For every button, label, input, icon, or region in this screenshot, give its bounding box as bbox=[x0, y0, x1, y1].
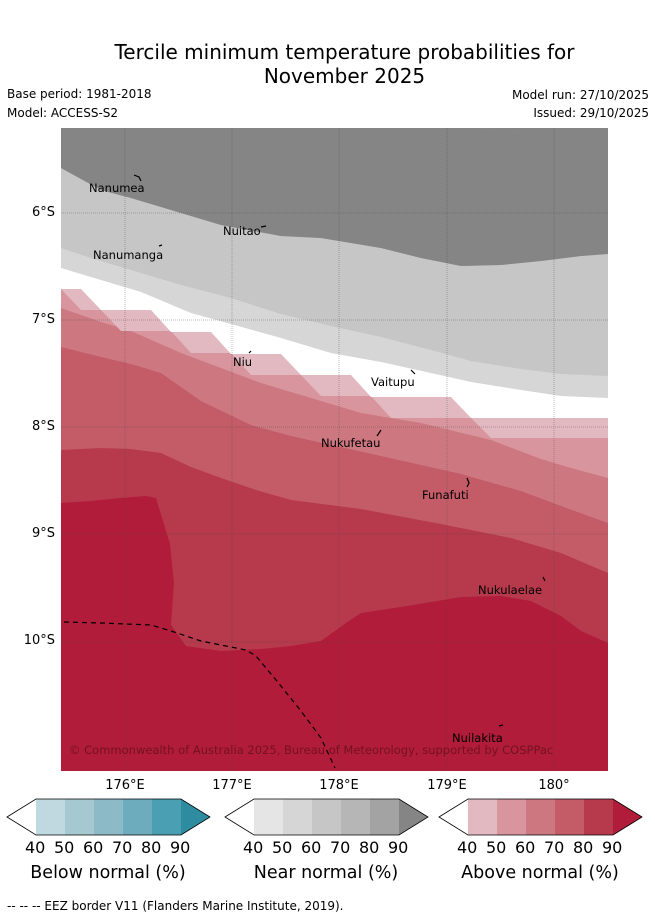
near-tick-50: 50 bbox=[272, 838, 293, 857]
below-swatch-60 bbox=[94, 799, 123, 835]
model-run: Model run: 27/10/2025 bbox=[511, 88, 649, 102]
band-near-90 bbox=[61, 128, 608, 132]
above-tick-90: 90 bbox=[602, 838, 623, 857]
lon-label-178e: 178°E bbox=[319, 778, 359, 793]
near-tick-70: 70 bbox=[330, 838, 351, 857]
above-swatch-90 bbox=[613, 799, 642, 835]
island-nuilakita bbox=[498, 724, 504, 727]
below-swatch-under bbox=[7, 799, 36, 835]
island-nanumanga bbox=[158, 244, 163, 247]
island-niu bbox=[248, 350, 252, 354]
below-swatch-90 bbox=[181, 799, 210, 835]
label-funafuti: Funafuti bbox=[422, 488, 469, 502]
below-tick-80: 80 bbox=[141, 838, 162, 857]
below-tick-40: 40 bbox=[25, 838, 46, 857]
below-tick-50: 50 bbox=[54, 838, 75, 857]
lat-label-9s: 9°S bbox=[31, 526, 55, 541]
below-swatch-80 bbox=[152, 799, 181, 835]
below-tick-70: 70 bbox=[112, 838, 133, 857]
island-nukulaelae bbox=[542, 576, 546, 582]
lon-label-177e: 177°E bbox=[212, 778, 252, 793]
below-tick-90: 90 bbox=[170, 838, 191, 857]
colorbars bbox=[6, 798, 643, 836]
above-swatch-70 bbox=[555, 799, 584, 835]
probability-map: Nanumea Nuitao Nanumanga Niu Vaitupu Nuk… bbox=[61, 128, 608, 771]
colorbar-near bbox=[224, 798, 429, 836]
label-nukufetau: Nukufetau bbox=[321, 436, 380, 450]
colorbar-below bbox=[6, 798, 211, 836]
near-tick-60: 60 bbox=[301, 838, 322, 857]
near-tick-40: 40 bbox=[243, 838, 264, 857]
island-vaitupu bbox=[410, 369, 416, 375]
above-tick-50: 50 bbox=[486, 838, 507, 857]
label-nuitao: Nuitao bbox=[223, 224, 261, 238]
eez-border bbox=[63, 621, 336, 769]
near-swatch-50 bbox=[283, 799, 312, 835]
lon-label-180: 180° bbox=[538, 778, 570, 793]
colorbar-above bbox=[438, 798, 643, 836]
label-nuilakita: Nuilakita bbox=[452, 731, 503, 745]
copyright-notice: © Commonwealth of Australia 2025, Bureau… bbox=[69, 743, 553, 757]
title-line-2: November 2025 bbox=[263, 64, 426, 88]
above-tick-80: 80 bbox=[573, 838, 594, 857]
near-normal-label: Near normal (%) bbox=[253, 863, 399, 883]
above-swatch-50 bbox=[497, 799, 526, 835]
below-swatch-40 bbox=[36, 799, 65, 835]
eez-legend-note: -- -- -- EEZ border V11 (Flanders Marine… bbox=[7, 899, 344, 913]
below-swatch-50 bbox=[65, 799, 94, 835]
near-swatch-90 bbox=[399, 799, 428, 835]
islands bbox=[133, 174, 546, 727]
above-swatch-under bbox=[439, 799, 468, 835]
above-normal-label: Above normal (%) bbox=[461, 863, 619, 883]
above-tick-70: 70 bbox=[544, 838, 565, 857]
near-swatch-under bbox=[225, 799, 254, 835]
above-swatch-40 bbox=[468, 799, 497, 835]
near-swatch-70 bbox=[341, 799, 370, 835]
band-near-80 bbox=[61, 128, 608, 266]
base-period: Base period: 1981-2018 bbox=[7, 87, 152, 101]
label-vaitupu: Vaitupu bbox=[371, 375, 415, 389]
chart-title: Tercile minimum temperature probabilitie… bbox=[0, 40, 655, 88]
issued-date: Issued: 29/10/2025 bbox=[533, 106, 649, 120]
near-swatch-80 bbox=[370, 799, 399, 835]
above-swatch-60 bbox=[526, 799, 555, 835]
lat-label-7s: 7°S bbox=[31, 312, 55, 327]
below-normal-label: Below normal (%) bbox=[30, 863, 186, 883]
lon-label-179e: 179°E bbox=[427, 778, 467, 793]
lat-label-10s: 10°S bbox=[23, 633, 55, 648]
lat-label-8s: 8°S bbox=[31, 419, 55, 434]
near-swatch-60 bbox=[312, 799, 341, 835]
near-tick-90: 90 bbox=[388, 838, 409, 857]
above-tick-60: 60 bbox=[515, 838, 536, 857]
island-funafuti bbox=[466, 477, 470, 488]
above-swatch-80 bbox=[584, 799, 613, 835]
above-tick-40: 40 bbox=[457, 838, 478, 857]
label-niu: Niu bbox=[233, 355, 252, 369]
below-swatch-70 bbox=[123, 799, 152, 835]
island-nukufetau bbox=[376, 429, 382, 437]
label-nanumanga: Nanumanga bbox=[93, 248, 163, 262]
model-name: Model: ACCESS-S2 bbox=[7, 106, 119, 120]
title-line-1: Tercile minimum temperature probabilitie… bbox=[114, 40, 575, 64]
lon-label-176e: 176°E bbox=[105, 778, 145, 793]
near-swatch-40 bbox=[254, 799, 283, 835]
lat-label-6s: 6°S bbox=[31, 205, 55, 220]
below-tick-60: 60 bbox=[83, 838, 104, 857]
island-nanumea bbox=[133, 174, 142, 182]
near-tick-80: 80 bbox=[359, 838, 380, 857]
island-nuitao bbox=[260, 225, 267, 228]
label-nukulaelae: Nukulaelae bbox=[478, 583, 542, 597]
label-nanumea: Nanumea bbox=[89, 181, 145, 195]
